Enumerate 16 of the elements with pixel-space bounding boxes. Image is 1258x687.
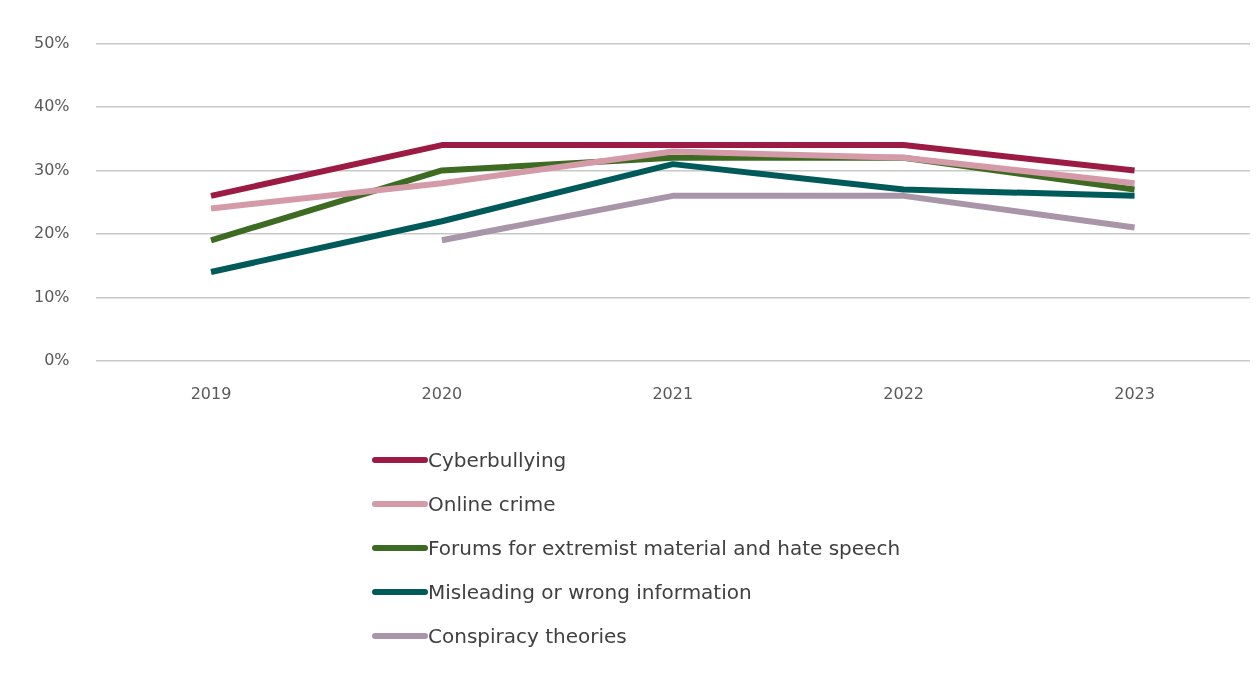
- y-tick-label: 40%: [34, 96, 70, 116]
- y-tick-label: 20%: [34, 223, 70, 243]
- y-tick-label: 30%: [34, 159, 70, 179]
- x-tick-label: 2020: [421, 383, 463, 403]
- y-tick-label: 10%: [34, 286, 70, 306]
- y-tick-label: 0%: [44, 349, 70, 369]
- x-tick-label: 2022: [883, 383, 925, 403]
- legend-label: Conspiracy theories: [428, 624, 627, 648]
- legend-label: Forums for extremist material and hate speech: [428, 536, 901, 560]
- x-tick-label: 2023: [1114, 383, 1155, 403]
- legend-label: Misleading or wrong information: [428, 580, 752, 604]
- y-tick-label: 50%: [34, 32, 70, 52]
- legend-label: Online crime: [428, 492, 556, 516]
- legend-label: Cyberbullying: [428, 448, 567, 472]
- x-tick-label: 2019: [190, 383, 232, 403]
- x-tick-label: 2021: [652, 383, 694, 403]
